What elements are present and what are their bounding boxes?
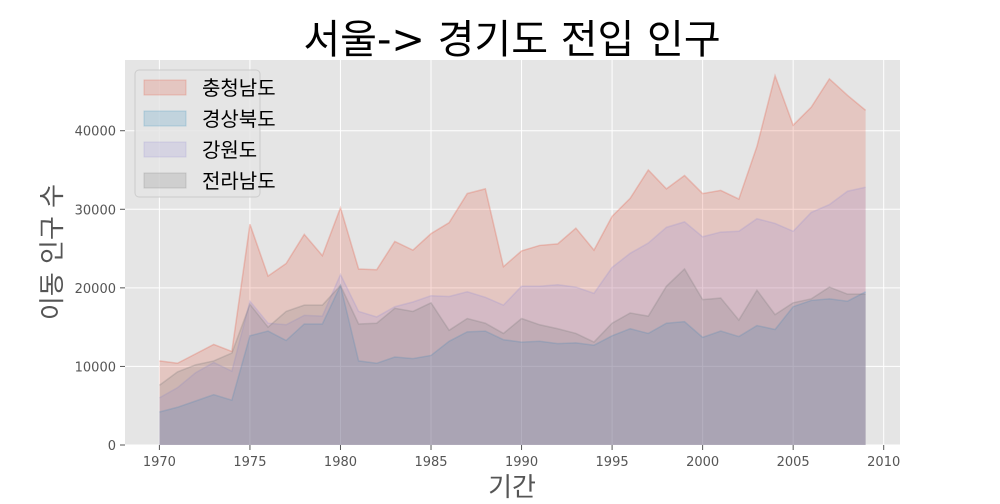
y-tick-label: 40000 [75,125,116,140]
series-area-2 [159,285,866,445]
legend-label: 강원도 [202,138,257,162]
grid-lines [125,60,900,446]
series-line-1 [159,73,867,365]
legend-label: 충청남도 [202,76,276,100]
legend-swatch [143,79,187,96]
x-axis-label: 기간 [488,473,536,500]
series-area-1 [159,75,866,445]
series-area-4 [159,269,866,445]
y-tick-label: 30000 [75,203,116,218]
legend-label: 경상북도 [202,107,276,131]
legend-box [134,69,261,198]
y-axis-label: 이동 인구 수 [38,184,68,320]
y-tick-label: 0 [108,439,116,454]
x-tick-label: 1980 [324,455,357,470]
legend-swatch [143,110,187,127]
series-line-4 [158,267,866,386]
series-line-2 [159,283,866,413]
series-area-3 [159,187,866,446]
x-tick-label: 1995 [596,455,629,470]
y-tick-label: 20000 [75,282,116,297]
x-tick-label: 1985 [414,455,447,470]
legend-swatch [143,141,187,158]
x-tick-label: 1970 [143,455,176,470]
legend-label: 전라남도 [202,169,276,193]
series-line-3 [159,186,866,399]
x-tick-label: 1990 [505,455,538,470]
x-tick-label: 2010 [867,455,900,470]
legend-swatch [143,172,187,189]
y-tick-label: 10000 [75,360,116,375]
x-axis: 1970 1975 1980 1985 1990 1995 2000 2005 2010 [143,445,900,470]
chart-title: 서울-> 경기도 전입 인구 [303,17,720,63]
x-tick-label: 1975 [233,455,266,470]
y-axis: 0 10000 20000 30000 40000 [75,125,125,454]
x-tick-label: 2000 [686,455,719,470]
x-tick-label: 2005 [777,455,810,470]
series-areas [158,73,867,446]
